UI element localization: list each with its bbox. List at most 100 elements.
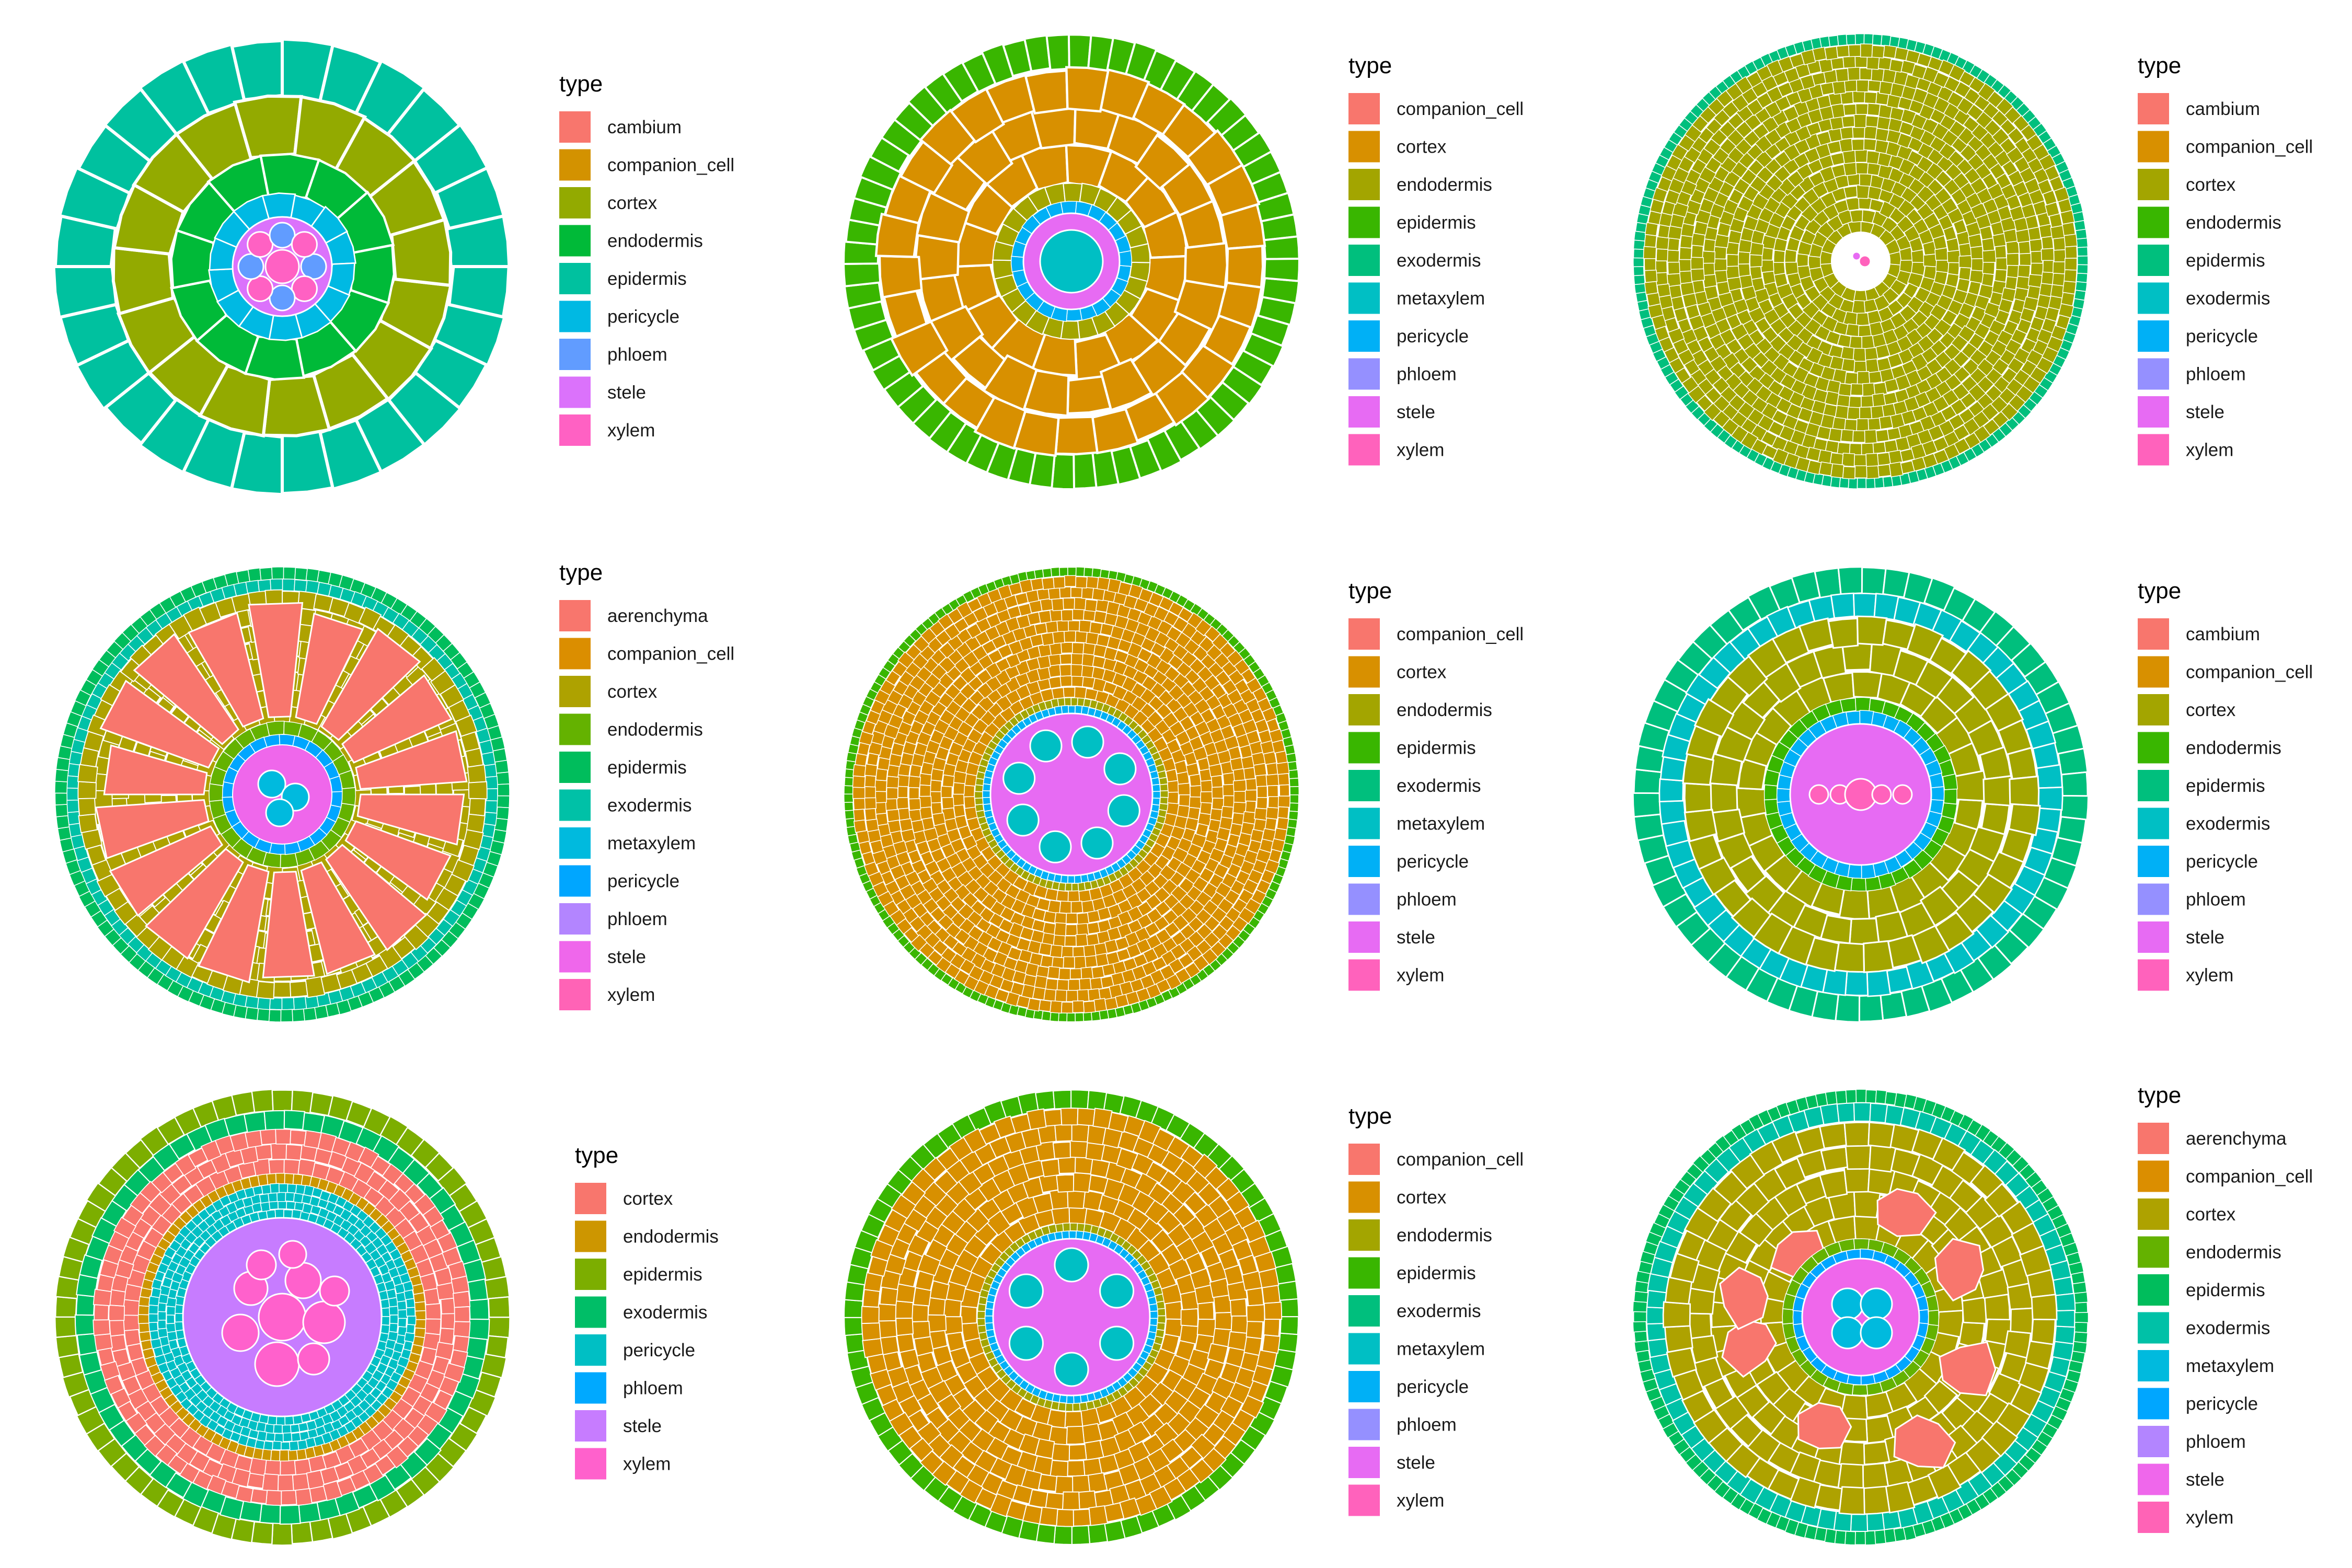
cortex-cell bbox=[463, 829, 484, 850]
epidermis-cell bbox=[1914, 41, 1927, 54]
legend-key-exodermis bbox=[2138, 282, 2169, 314]
cortex-cell bbox=[1176, 771, 1190, 785]
cortex-cell bbox=[1996, 97, 2014, 116]
legend: typecambiumcompanion_cellcortexendodermi… bbox=[2138, 53, 2313, 466]
cortex-cell bbox=[932, 812, 946, 826]
pericycle-cell bbox=[403, 1289, 414, 1300]
cortex-cell bbox=[1867, 103, 1881, 116]
endodermis-cell bbox=[137, 1314, 149, 1324]
endodermis-cell bbox=[1116, 209, 1143, 235]
cortex-cell bbox=[1953, 437, 1971, 455]
cortex-cell bbox=[1794, 214, 1811, 231]
pericycle-cell bbox=[291, 1432, 302, 1442]
cortex-cell bbox=[1034, 622, 1048, 635]
epidermis-cell bbox=[1242, 332, 1285, 368]
pericycle-cell bbox=[1861, 863, 1876, 879]
legend-label-pericycle: pericycle bbox=[2186, 851, 2258, 872]
cortex-cell bbox=[403, 924, 430, 951]
legend-key-companion_cell bbox=[559, 149, 591, 181]
legend-key-pericycle bbox=[1348, 846, 1380, 877]
cortex-cell bbox=[1232, 779, 1247, 792]
cortex-cell bbox=[1797, 407, 1814, 423]
cortex-cell bbox=[1827, 140, 1842, 155]
cortex-cell bbox=[1849, 443, 1862, 456]
cortex-cell bbox=[1889, 279, 1907, 296]
cortex-cell bbox=[112, 182, 186, 256]
cortex-cell bbox=[1796, 253, 1809, 267]
cortex-cell bbox=[1839, 138, 1853, 153]
cortex-cell bbox=[1650, 199, 1665, 214]
cortex-cell bbox=[444, 873, 467, 897]
cortex-cell bbox=[1051, 956, 1064, 969]
legend-title: type bbox=[559, 560, 603, 585]
cortex-cell bbox=[278, 1474, 294, 1492]
cortex-cell bbox=[81, 828, 103, 850]
cortex-cell bbox=[1023, 624, 1037, 638]
cortex-cell bbox=[885, 798, 898, 811]
cortex-cell bbox=[1115, 936, 1130, 951]
legend-key-cortex bbox=[1348, 656, 1380, 688]
xylem bbox=[297, 1342, 330, 1376]
legend-label-companion_cell: companion_cell bbox=[2186, 137, 2313, 157]
cortex-cell bbox=[78, 798, 96, 816]
pericycle-cell bbox=[269, 1183, 280, 1194]
cortex-cell bbox=[1907, 295, 1925, 314]
epidermis-cell bbox=[1819, 36, 1831, 49]
epidermis-cell bbox=[1083, 567, 1093, 578]
cortex-cell bbox=[908, 798, 921, 811]
cortex-cell bbox=[982, 354, 1038, 412]
legend-key-companion_cell bbox=[1348, 618, 1380, 650]
cortex-cell bbox=[1861, 335, 1875, 350]
xylem bbox=[1808, 784, 1829, 805]
xylem bbox=[254, 1341, 300, 1387]
cortex-cell bbox=[1070, 901, 1083, 914]
pericycle-cell bbox=[261, 192, 296, 220]
pericycle-cell bbox=[1060, 201, 1077, 214]
epidermis-cell bbox=[1848, 477, 1858, 489]
metaxylem bbox=[1080, 826, 1114, 860]
legend-key-epidermis bbox=[2138, 245, 2169, 276]
epidermis-cell bbox=[2076, 237, 2089, 248]
pericycle-cell bbox=[330, 791, 343, 808]
cortex-cell bbox=[1059, 901, 1072, 914]
cortex-cell bbox=[946, 752, 960, 767]
cortex-cell bbox=[940, 867, 957, 883]
cortex-cell bbox=[1932, 235, 1947, 250]
cortex-cell bbox=[1154, 915, 1170, 931]
cortex-cell bbox=[1021, 903, 1036, 919]
cortex-cell bbox=[305, 976, 326, 998]
cortex-cell bbox=[1064, 935, 1077, 947]
cortex-cell bbox=[897, 786, 908, 798]
epidermis-cell bbox=[1123, 573, 1135, 585]
cortex-cell bbox=[97, 1347, 115, 1366]
pericycle-cell bbox=[389, 1315, 399, 1324]
pericycle-cell bbox=[1066, 308, 1082, 321]
cortex-cell bbox=[285, 1144, 303, 1161]
exodermis-cell bbox=[97, 898, 114, 916]
legend-label-xylem: xylem bbox=[2186, 965, 2233, 986]
epidermis-cell bbox=[2072, 298, 2085, 310]
legend-label-xylem: xylem bbox=[1397, 965, 1444, 986]
cortex-cell bbox=[468, 781, 488, 800]
cortex-cell bbox=[1766, 86, 1783, 103]
pericycle-cell bbox=[261, 1184, 272, 1195]
epidermis-cell bbox=[920, 958, 934, 971]
cortex-cell bbox=[1878, 415, 1893, 430]
cortex-cell bbox=[1760, 259, 1774, 273]
metaxylem bbox=[1006, 803, 1040, 837]
cross-section-panel-4: typeaerenchymacompanion_cellcortexendode… bbox=[54, 560, 734, 1022]
pericycle-cell bbox=[222, 781, 234, 798]
cortex-cell bbox=[455, 714, 478, 737]
cortex-cell bbox=[1935, 259, 1950, 273]
cortex-cell bbox=[1277, 806, 1289, 820]
exodermis-cell bbox=[298, 1502, 321, 1524]
cortex-cell bbox=[1680, 281, 1695, 296]
cortex-cell bbox=[1782, 105, 1800, 122]
cortex-cell bbox=[1233, 791, 1247, 803]
cortex-cell bbox=[1982, 261, 1996, 275]
cortex-cell bbox=[930, 802, 943, 815]
exodermis-cell bbox=[2036, 764, 2063, 789]
cortex-cell bbox=[951, 335, 1006, 390]
cortex-cell bbox=[1877, 464, 1892, 478]
cortex-cell bbox=[1784, 261, 1799, 276]
